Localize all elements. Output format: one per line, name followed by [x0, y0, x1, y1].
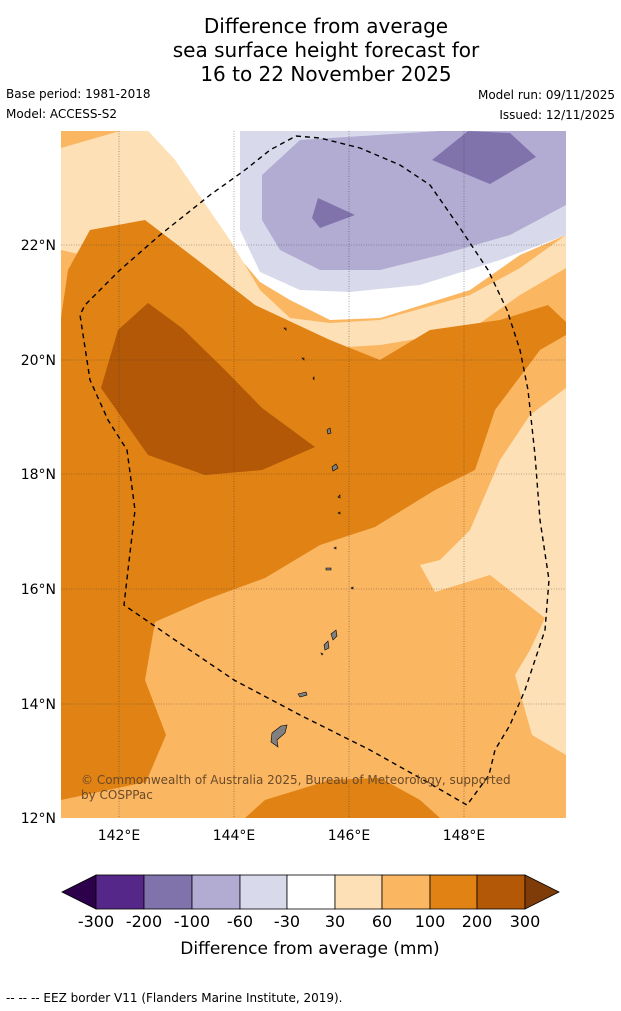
region-pos30-se [420, 388, 566, 755]
copyright-line-2: by COSPPac [81, 788, 153, 802]
lon-labels: 142°E 144°E 146°E 148°E [98, 828, 486, 844]
island-guam [270, 724, 288, 748]
colorbar-cell [476, 874, 526, 910]
island-fdp [350, 586, 354, 590]
colorbar-extend-high [524, 874, 560, 910]
colorbar-tick-label: 60 [372, 912, 392, 931]
island-sarigan [337, 511, 341, 515]
base-period-text: Base period: 1981-2018 [6, 87, 151, 101]
lat-label: 14°N [21, 697, 56, 713]
island-farallon [325, 567, 332, 571]
colorbar-tick-label: -200 [126, 912, 162, 931]
colorbar-cell [191, 874, 241, 910]
title-line-3: 16 to 22 November 2025 [200, 62, 452, 86]
colorbar-tick-label: 200 [462, 912, 493, 931]
region-neg100-a [432, 131, 536, 184]
lat-label: 16°N [21, 582, 56, 598]
colorbar-cell [381, 874, 431, 910]
island-anatahan [333, 546, 337, 550]
region-neg100-b [312, 198, 355, 228]
colorbar-tick-label: 100 [415, 912, 446, 931]
colorbar-cell [334, 874, 383, 910]
island-rota [297, 691, 308, 698]
lon-label: 148°E [443, 828, 486, 844]
lat-label: 12°N [21, 811, 56, 827]
region-pos30-north [61, 131, 566, 348]
colorbar-cell [286, 874, 336, 910]
model-text: Model: ACCESS-S2 [6, 107, 118, 121]
colorbar-label: Difference from average (mm) [180, 939, 439, 959]
colorbar-tick-label: -60 [227, 912, 253, 931]
island-asuncion [301, 357, 305, 361]
title-line-1: Difference from average [203, 14, 449, 38]
region-pos100-south [245, 778, 440, 818]
island-saipan [330, 629, 338, 641]
colorbar-cell [143, 874, 193, 910]
island-pagan [326, 427, 332, 435]
lat-labels: 22°N 20°N 18°N 16°N 14°N 12°N [21, 238, 56, 827]
island-maug [283, 327, 287, 331]
islands [270, 327, 354, 748]
chart-title: Difference from average sea surface heig… [0, 14, 621, 86]
colorbar-cell [429, 874, 478, 910]
island-alamagan [331, 463, 339, 472]
copyright-line-1: © Commonwealth of Australia 2025, Bureau… [81, 773, 511, 787]
eez-border [79, 135, 550, 806]
colorbar-tick-label: -300 [78, 912, 114, 931]
island-guguan [337, 494, 341, 499]
colorbar-tick-label: -100 [174, 912, 210, 931]
colorbar-tick-label: 30 [325, 912, 345, 931]
lat-label: 18°N [21, 467, 56, 483]
island-aguijan [320, 652, 324, 656]
colorbar-tick-label: -30 [274, 912, 300, 931]
lon-label: 144°E [213, 828, 256, 844]
lon-label: 142°E [98, 828, 141, 844]
island-agrihan [312, 376, 315, 381]
colorbar-extend-low [61, 874, 97, 910]
lat-label: 20°N [21, 353, 56, 369]
eez-legend-text: -- -- -- EEZ border V11 (Flanders Marine… [6, 991, 343, 1005]
map-panel: © Commonwealth of Australia 2025, Bureau… [21, 131, 566, 844]
issued-text: Issued: 12/11/2025 [499, 108, 615, 122]
island-tinian [323, 640, 330, 651]
region-pos200 [101, 303, 315, 475]
colorbar-cell [95, 874, 145, 910]
colorbar-tick-label: 300 [510, 912, 541, 931]
model-run-text: Model run: 09/11/2025 [477, 88, 615, 102]
colorbar-cell [239, 874, 288, 910]
graticule [61, 131, 566, 818]
title-line-2: sea surface height forecast for [172, 38, 480, 62]
lat-label: 22°N [21, 238, 56, 254]
lon-label: 146°E [328, 828, 371, 844]
